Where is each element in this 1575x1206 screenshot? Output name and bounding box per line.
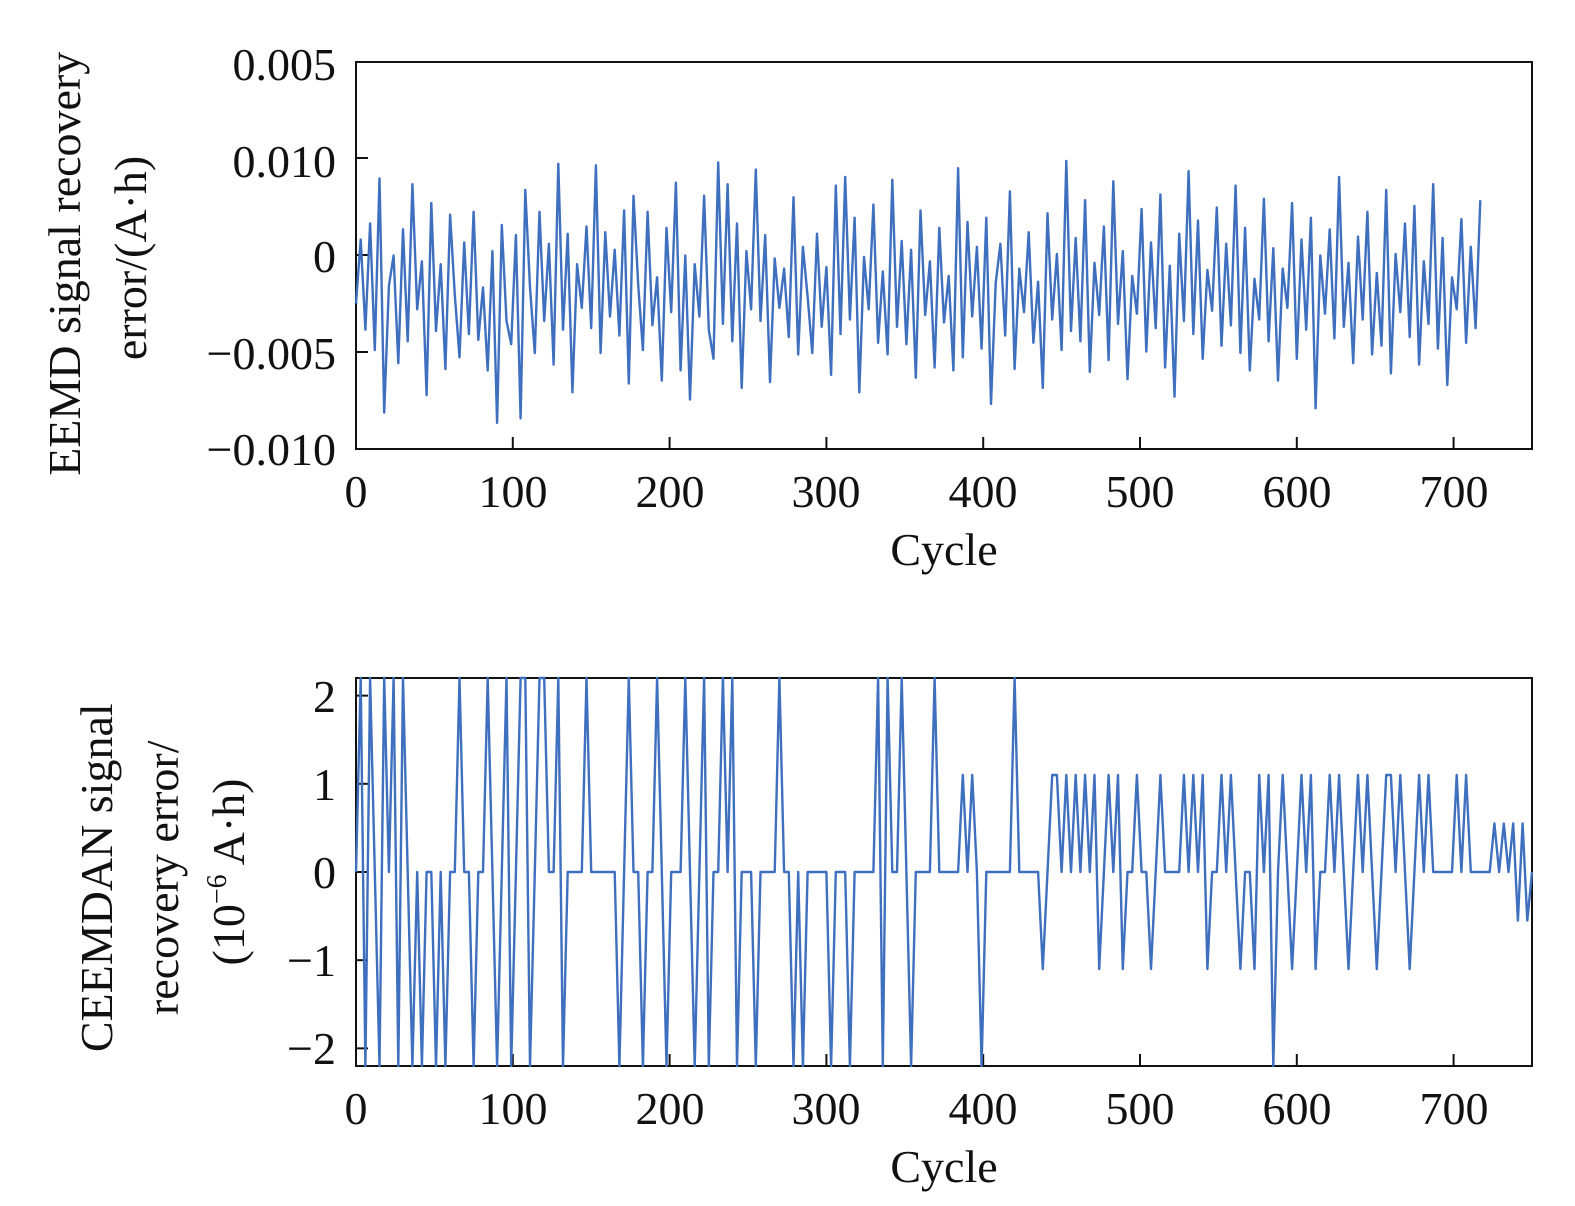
ytick-label-ceemdan-1: 1 [313, 759, 336, 810]
xtick-label-ceemdan-1: 100 [479, 1083, 548, 1134]
xaxis-title-eemd: Cycle [890, 524, 997, 575]
xtick-label-ceemdan-6: 600 [1263, 1083, 1332, 1134]
yaxis-title-ceemdan-line-3b: A·h) [203, 779, 254, 875]
yaxis-title-ceemdan: CEEMDAN signal recovery error/ (10−6 A·h… [71, 692, 254, 1052]
axis-ticks-eemd [355, 61, 1455, 450]
xtick-label-eemd-0: 0 [345, 466, 368, 517]
xaxis-title-ceemdan: Cycle [890, 1141, 997, 1192]
xtick-label-eemd-5: 500 [1106, 466, 1175, 517]
ytick-label-ceemdan-4: −2 [287, 1023, 336, 1074]
xtick-label-eemd-6: 600 [1263, 466, 1332, 517]
xtick-label-ceemdan-2: 200 [636, 1083, 705, 1134]
xtick-label-eemd-4: 400 [949, 466, 1018, 517]
ytick-label-eemd-4: −0.010 [207, 424, 336, 475]
ytick-label-eemd-3: −0.005 [207, 328, 336, 379]
series-line-eemd-0 [354, 159, 1482, 424]
yaxis-title-ceemdan-line-2: recovery error/ [137, 740, 188, 1015]
yaxis-title-eemd: EEMD signal recovery error/(A·h) [39, 40, 156, 476]
yaxis-title-ceemdan-exponent: −6 [202, 874, 233, 904]
ytick-label-ceemdan-2: 0 [313, 847, 336, 898]
yaxis-title-eemd-line-1: EEMD signal recovery [39, 52, 90, 476]
series-eemd [354, 159, 1482, 424]
yaxis-title-ceemdan-line-3a: (10 [203, 904, 254, 965]
series-line-ceemdan-0 [354, 676, 1534, 1068]
xtick-label-eemd-3: 300 [792, 466, 861, 517]
ytick-label-ceemdan-0: 2 [313, 671, 336, 722]
yaxis-title-eemd-line-2: error/(A·h) [105, 156, 156, 360]
xtick-label-ceemdan-3: 300 [792, 1083, 861, 1134]
ytick-label-eemd-1: 0.010 [233, 136, 337, 187]
ytick-label-eemd-0: 0.005 [233, 39, 337, 90]
xtick-label-ceemdan-4: 400 [949, 1083, 1018, 1134]
xtick-label-eemd-2: 200 [636, 466, 705, 517]
panel-eemd: 0.005 0.010 0 −0.005 −0.010 0 100 200 30… [39, 39, 1533, 575]
yaxis-title-ceemdan-line-1: CEEMDAN signal [71, 703, 122, 1052]
xtick-label-eemd-7: 700 [1420, 466, 1489, 517]
xtick-label-eemd-1: 100 [479, 466, 548, 517]
ytick-label-ceemdan-3: −1 [287, 935, 336, 986]
plot-frame-eemd [355, 61, 1533, 450]
xtick-label-ceemdan-7: 700 [1420, 1083, 1489, 1134]
xtick-label-ceemdan-5: 500 [1106, 1083, 1175, 1134]
series-ceemdan [354, 676, 1534, 1068]
xtick-label-ceemdan-0: 0 [345, 1083, 368, 1134]
ytick-label-eemd-2: 0 [313, 231, 336, 282]
panel-ceemdan: 2 1 0 −1 −2 0 100 200 300 400 500 600 70… [71, 671, 1534, 1192]
